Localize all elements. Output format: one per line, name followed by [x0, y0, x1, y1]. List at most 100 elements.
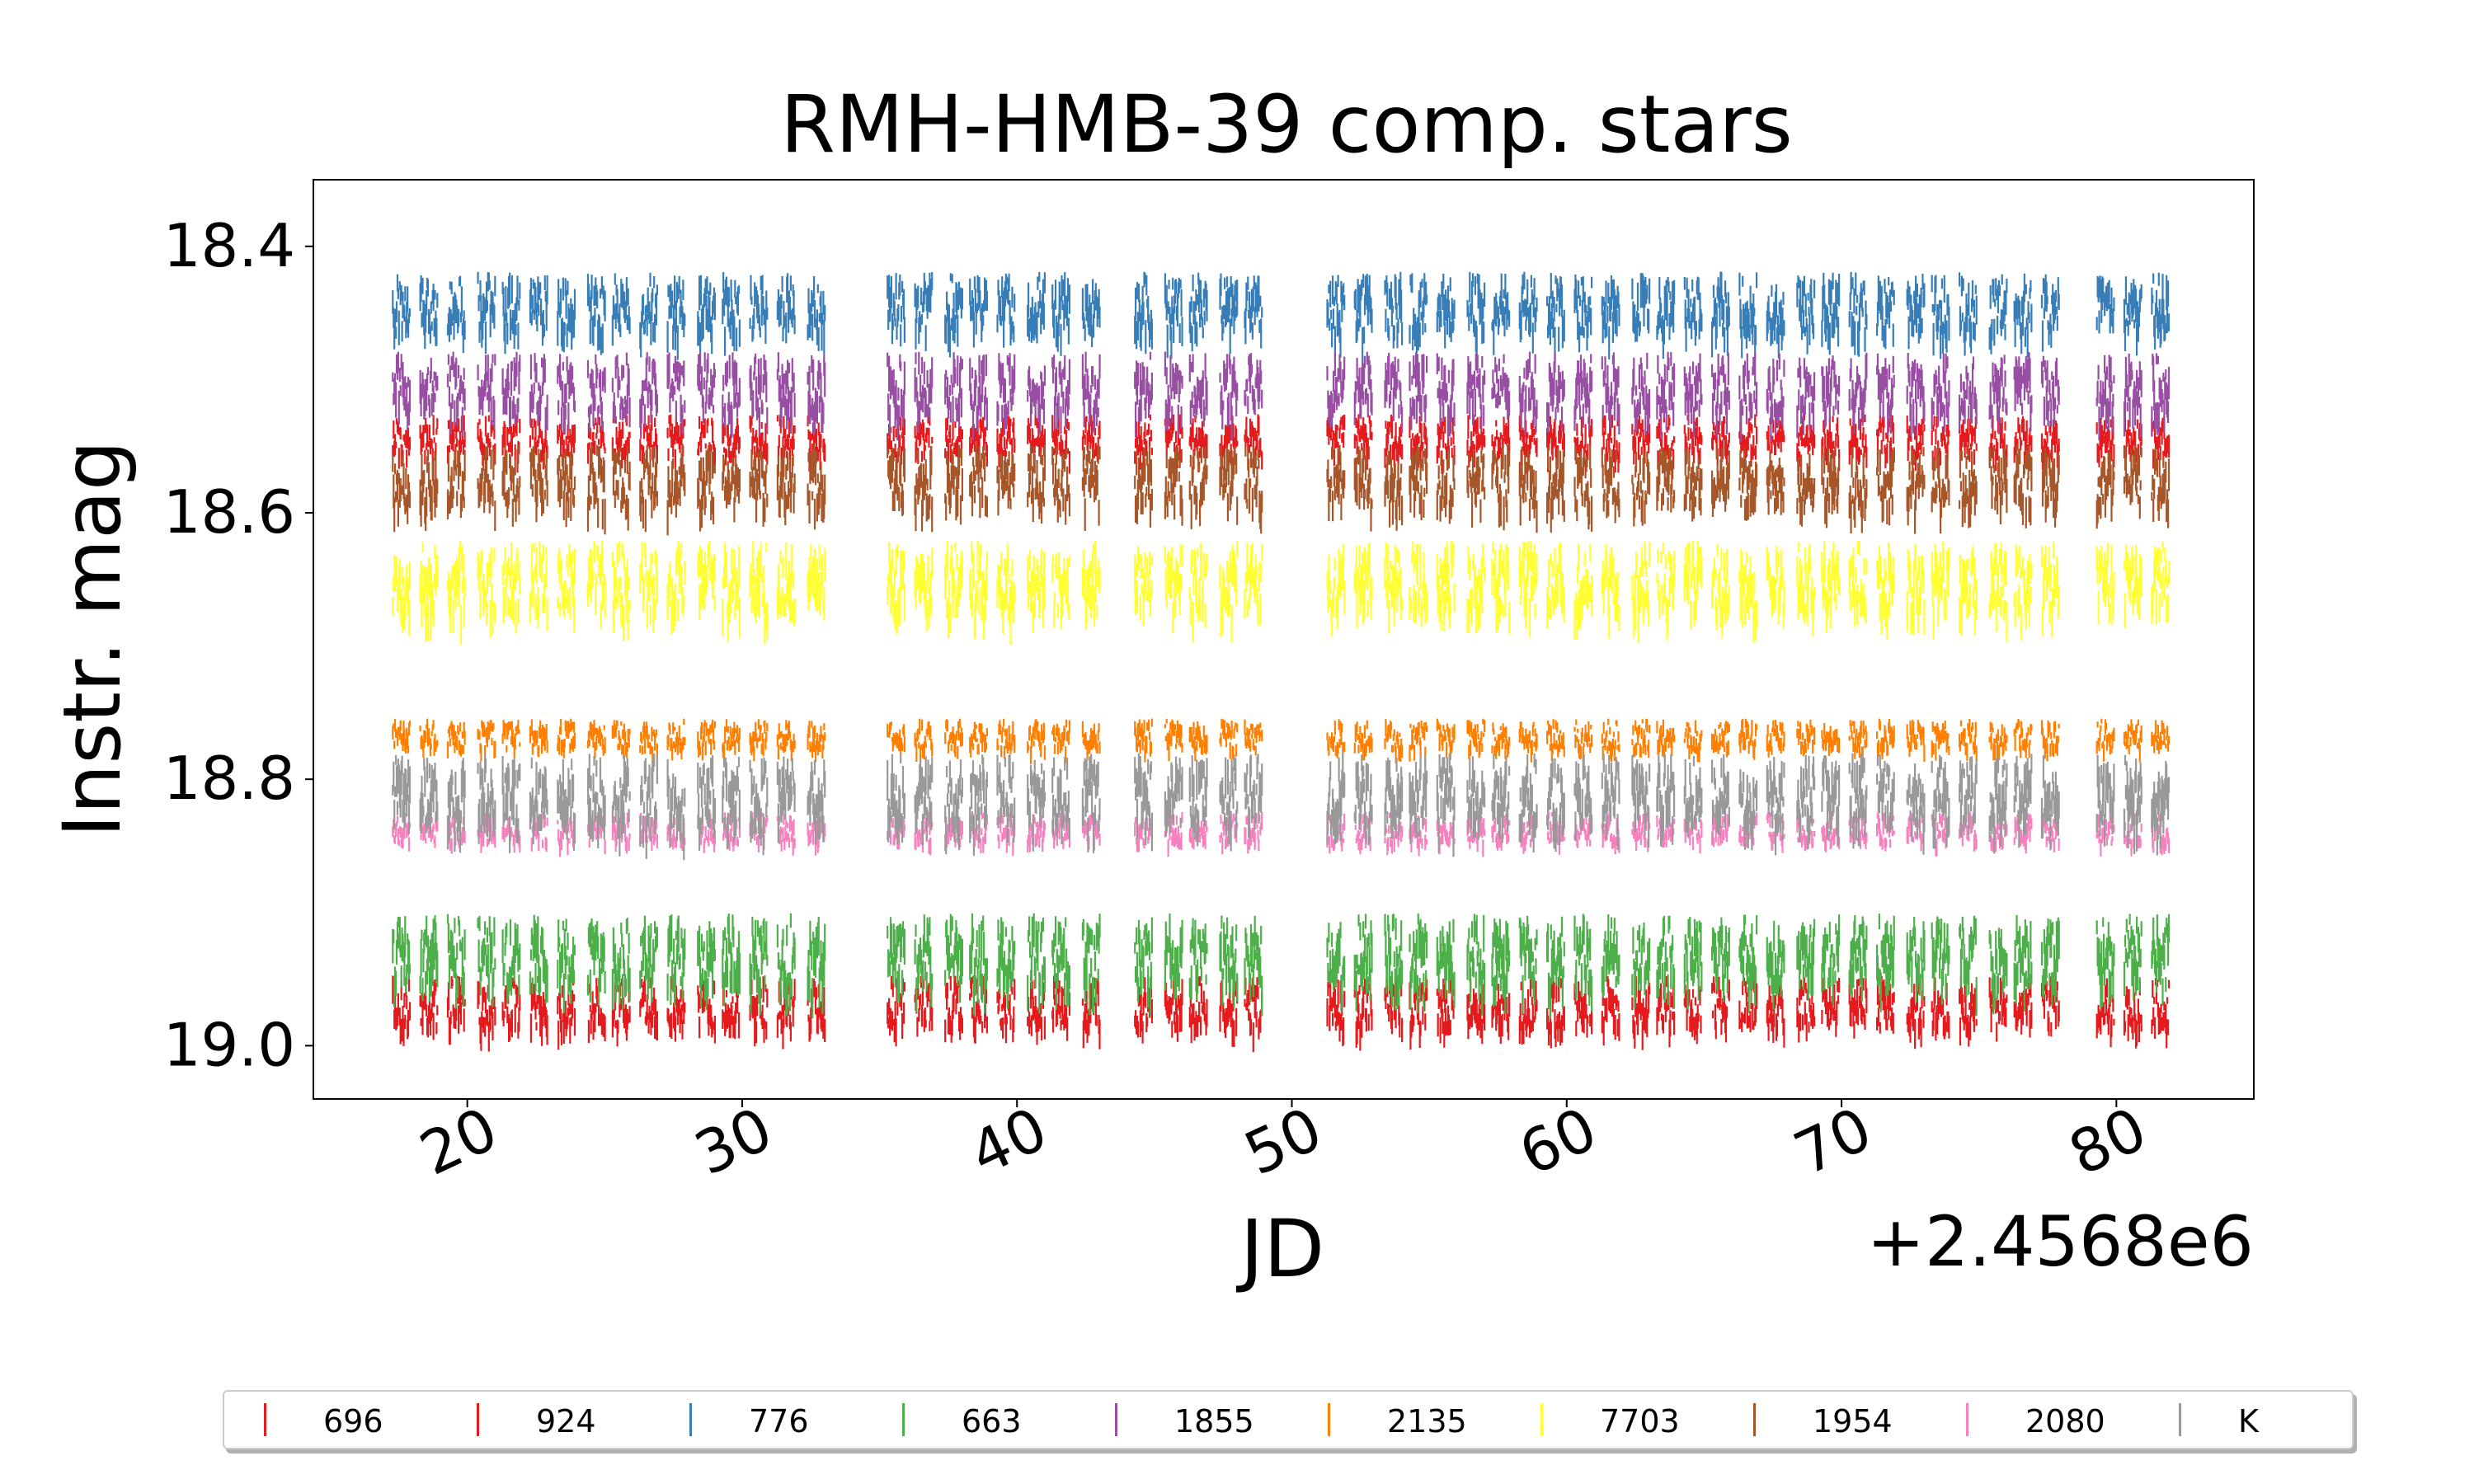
- night-light-curve: [529, 914, 548, 1004]
- night-light-curve: [501, 719, 521, 758]
- night-light-curve: [1656, 447, 1676, 513]
- night-light-curve: [1796, 275, 1816, 355]
- night-light-curve: [477, 547, 496, 639]
- night-light-curve: [722, 913, 741, 1007]
- night-light-curve: [1821, 755, 1841, 845]
- night-light-curve: [1219, 354, 1239, 441]
- night-light-curve: [1384, 542, 1404, 634]
- night-light-curve: [1766, 284, 1785, 359]
- night-light-curve: [1244, 542, 1263, 626]
- night-light-curve: [697, 352, 716, 424]
- night-light-curve: [1134, 271, 1153, 355]
- series-696: [392, 975, 2171, 1053]
- night-light-curve: [1518, 721, 1538, 763]
- night-light-curve: [2013, 445, 2033, 528]
- night-light-curve: [1766, 920, 1785, 1010]
- legend-item: [2179, 1392, 2181, 1448]
- night-light-curve: [2151, 446, 2171, 528]
- night-light-curve: [1409, 541, 1428, 627]
- night-light-curve: [1326, 922, 1346, 1012]
- night-light-curve: [1409, 273, 1428, 354]
- night-light-curve: [1326, 719, 1346, 760]
- night-light-curve: [914, 914, 934, 1013]
- night-light-curve: [1353, 720, 1373, 761]
- night-light-curve: [1384, 271, 1404, 349]
- night-light-curve: [557, 758, 576, 851]
- night-light-curve: [1601, 275, 1620, 359]
- night-light-curve: [1959, 915, 1978, 1017]
- night-light-curve: [1738, 447, 1758, 521]
- night-light-curve: [501, 542, 521, 634]
- night-light-curve: [529, 446, 548, 523]
- night-light-curve: [392, 555, 412, 636]
- night-light-curve: [419, 541, 439, 642]
- night-light-curve: [1436, 918, 1456, 1008]
- night-light-curve: [749, 416, 769, 465]
- night-light-curve: [1027, 548, 1046, 633]
- night-light-curve: [2013, 754, 2033, 848]
- series-1855: [392, 351, 2171, 442]
- night-light-curve: [1959, 272, 1978, 356]
- legend-marker: [1328, 1403, 1330, 1436]
- night-light-curve: [501, 918, 521, 1003]
- night-light-curve: [1466, 543, 1486, 634]
- night-light-curve: [1134, 446, 1153, 528]
- night-light-curve: [2040, 917, 2060, 1007]
- night-light-curve: [1711, 353, 1730, 438]
- night-light-curve: [477, 916, 496, 1007]
- night-light-curve: [586, 720, 606, 759]
- night-light-curve: [1601, 975, 1620, 1046]
- x-tick-label: 50: [1235, 1094, 1333, 1189]
- night-light-curve: [611, 541, 631, 641]
- night-light-curve: [1409, 755, 1428, 844]
- night-light-curve: [944, 759, 963, 855]
- night-light-curve: [1573, 543, 1593, 640]
- night-light-curve: [1876, 754, 1895, 834]
- y-tick-label: 19.0: [163, 1010, 295, 1079]
- night-light-curve: [2095, 355, 2115, 441]
- night-light-curve: [1491, 354, 1511, 420]
- x-tick-label: 60: [1509, 1094, 1607, 1189]
- night-light-curve: [1848, 977, 1868, 1039]
- night-light-curve: [1931, 445, 1950, 534]
- night-light-curve: [1027, 913, 1046, 1014]
- night-light-curve: [557, 354, 576, 435]
- night-light-curve: [392, 274, 412, 350]
- night-light-curve: [557, 718, 576, 758]
- legend-label: 776: [749, 1403, 809, 1439]
- night-light-curve: [1876, 275, 1895, 350]
- night-light-curve: [914, 756, 934, 845]
- night-light-curve: [1988, 928, 2008, 1015]
- night-light-curve: [1711, 917, 1730, 1003]
- night-light-curve: [1656, 277, 1676, 359]
- night-light-curve: [722, 272, 741, 356]
- night-light-curve: [1436, 450, 1456, 524]
- night-light-curve: [1876, 353, 1895, 436]
- night-light-curve: [807, 759, 826, 844]
- night-light-curve: [1656, 754, 1676, 847]
- night-light-curve: [1631, 718, 1651, 758]
- night-light-curve: [776, 273, 796, 344]
- night-light-curve: [1988, 274, 2008, 355]
- night-light-curve: [1244, 275, 1263, 349]
- night-light-curve: [1409, 721, 1428, 763]
- night-light-curve: [1683, 353, 1703, 438]
- night-light-curve: [1821, 976, 1841, 1037]
- night-light-curve: [557, 450, 576, 528]
- night-light-curve: [2095, 754, 2115, 847]
- night-light-curve: [586, 918, 606, 1006]
- legend: 696 924 776 663 1855 2135 7703 1954 2080 K: [223, 1390, 2354, 1449]
- night-light-curve: [1959, 975, 1978, 1047]
- night-light-curve: [1848, 447, 1868, 533]
- night-light-curve: [1081, 351, 1101, 434]
- night-light-curve: [1631, 451, 1651, 527]
- night-light-curve: [722, 719, 741, 761]
- y-tick-label: 18.8: [163, 744, 295, 813]
- night-light-curve: [1384, 352, 1404, 434]
- night-light-curve: [1436, 718, 1456, 760]
- night-light-curve: [1631, 273, 1651, 342]
- night-light-curve: [611, 720, 631, 759]
- night-light-curve: [1931, 721, 1950, 761]
- night-light-curve: [557, 543, 576, 632]
- night-light-curve: [446, 913, 466, 1009]
